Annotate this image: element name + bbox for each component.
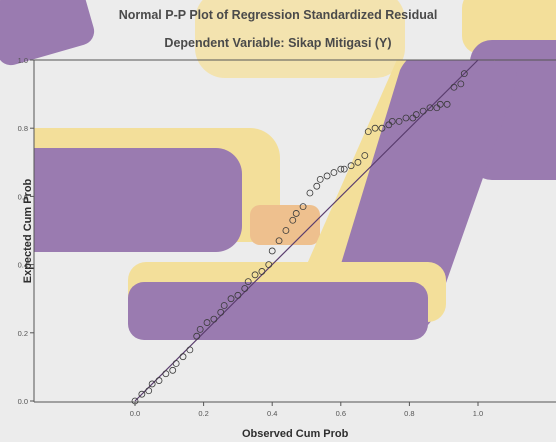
x-tick-label: 0.0 — [130, 409, 140, 418]
y-tick-label: 0.8 — [18, 124, 28, 133]
data-point — [196, 325, 204, 333]
chart-title: Normal P-P Plot of Regression Standardiz… — [118, 8, 438, 22]
data-point — [306, 189, 314, 197]
chart-subtitle: Dependent Variable: Sikap Mitigasi (Y) — [164, 36, 392, 50]
data-point — [419, 107, 427, 115]
points-group — [131, 70, 468, 405]
x-tick-label: 0.2 — [198, 409, 208, 418]
axes-group — [33, 59, 556, 403]
data-point — [220, 302, 228, 309]
x-tick-label: 1.0 — [473, 409, 483, 418]
data-point — [299, 203, 307, 211]
data-point — [385, 121, 393, 129]
data-point — [265, 261, 273, 269]
data-point — [436, 100, 444, 108]
background-decoration — [0, 0, 556, 340]
decor-purple-band-left — [34, 148, 242, 252]
decor-purple-bottom-band — [128, 282, 428, 340]
y-tick-label: 0.4 — [18, 261, 28, 270]
data-point — [193, 332, 201, 340]
reference-line — [134, 59, 479, 402]
data-point — [251, 271, 259, 279]
data-point — [227, 295, 235, 303]
data-point — [292, 210, 300, 217]
data-point — [337, 165, 345, 173]
data-point — [131, 397, 139, 405]
data-point — [162, 370, 170, 378]
data-point — [354, 158, 362, 166]
data-point — [155, 377, 163, 384]
data-point — [457, 80, 465, 88]
reference-line-group — [134, 59, 479, 402]
data-point — [371, 124, 379, 132]
data-point — [268, 247, 276, 255]
data-point — [244, 278, 252, 286]
data-point — [316, 175, 324, 183]
data-point — [148, 380, 156, 388]
data-point — [186, 346, 194, 354]
data-point — [234, 291, 242, 299]
y-tick-label: 0.2 — [18, 329, 28, 338]
data-point — [361, 152, 369, 159]
x-tick-label: 0.6 — [336, 409, 346, 418]
x-tick-label: 0.4 — [267, 409, 277, 418]
data-point — [450, 83, 458, 91]
data-point — [289, 216, 297, 224]
data-point — [409, 114, 417, 122]
x-tick-label: 0.8 — [404, 409, 414, 418]
y-axis-label: Expected Cum Prob — [22, 178, 34, 284]
data-point — [402, 114, 410, 122]
data-point — [138, 390, 146, 398]
data-point — [364, 128, 372, 136]
data-point — [282, 227, 290, 234]
data-point — [395, 117, 403, 125]
data-point — [426, 104, 434, 112]
decor-orange-mid — [250, 205, 320, 245]
data-point — [145, 387, 153, 395]
data-point — [241, 285, 249, 292]
data-point — [203, 319, 211, 326]
data-point — [330, 169, 338, 176]
y-tick-label: 0.6 — [18, 192, 28, 201]
data-point — [172, 360, 180, 367]
data-point — [210, 315, 218, 323]
tick-group: 0.0 0.2 0.4 0.6 0.8 1.0 0.0 0.2 0.4 0.6 0.8 1.0 — [18, 56, 484, 418]
x-axis-label: Observed Cum Prob — [242, 428, 349, 440]
y-tick-label: 0.0 — [18, 397, 28, 406]
y-tick-label: 1.0 — [18, 56, 28, 65]
data-point — [412, 111, 420, 118]
data-point — [443, 100, 451, 108]
data-point — [378, 124, 386, 132]
data-point — [323, 172, 331, 180]
data-point — [433, 104, 441, 112]
data-point — [460, 70, 468, 78]
data-point — [347, 162, 355, 170]
data-point — [258, 268, 266, 275]
decor-purple-top-left — [0, 0, 95, 66]
data-point — [340, 165, 348, 173]
data-point — [275, 237, 283, 245]
data-point — [169, 366, 177, 374]
data-point — [217, 308, 225, 316]
data-point — [179, 353, 187, 361]
data-point — [388, 117, 396, 125]
data-point — [313, 182, 321, 190]
decor-yellow-top-center — [195, 0, 405, 78]
